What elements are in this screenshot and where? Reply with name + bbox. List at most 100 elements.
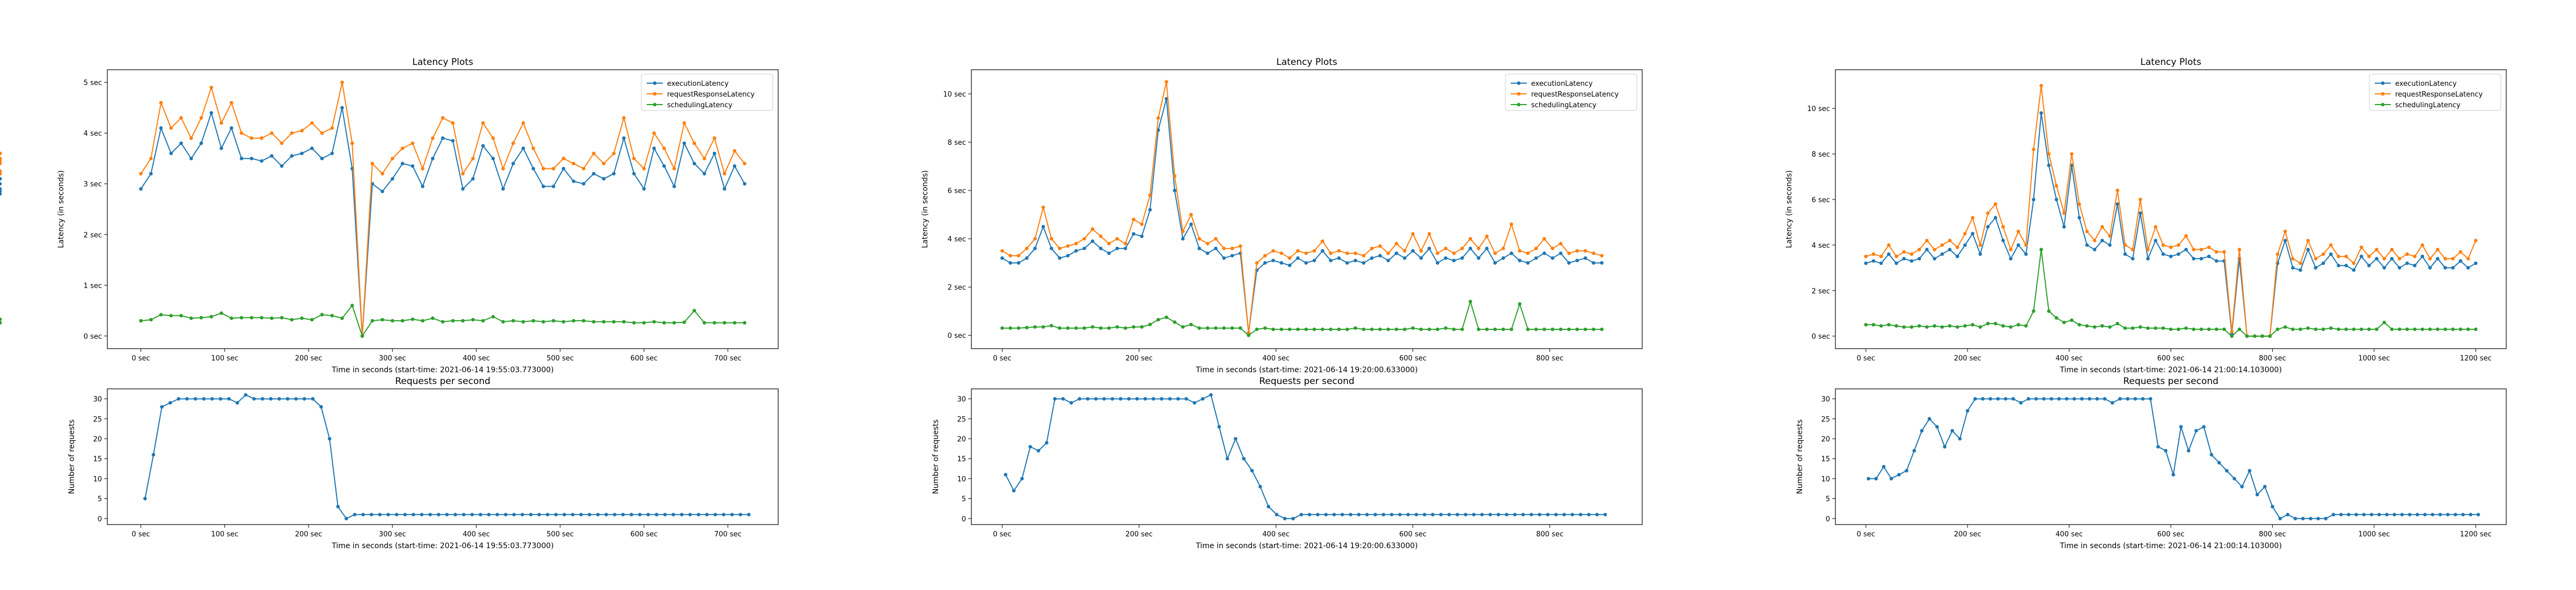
data-point	[1181, 325, 1185, 329]
data-point	[2428, 327, 2432, 331]
data-point	[632, 157, 636, 160]
data-point	[2306, 326, 2310, 330]
legend-marker	[1517, 92, 1521, 96]
data-point	[1986, 322, 1990, 326]
data-point	[2192, 248, 2196, 252]
requestResponseLatency-series-line	[1865, 85, 2477, 337]
data-point	[531, 167, 536, 171]
data-point	[511, 161, 515, 166]
data-point	[1542, 237, 1546, 241]
data-point	[2186, 449, 2191, 453]
data-point	[391, 319, 394, 323]
data-point	[2309, 517, 2312, 521]
data-point	[2367, 254, 2371, 259]
data-point	[1349, 513, 1352, 517]
data-point	[491, 315, 495, 319]
data-point	[672, 185, 676, 188]
data-point	[541, 185, 545, 188]
data-point	[1267, 505, 1270, 508]
data-point	[1082, 246, 1086, 250]
y-tick-label: 20	[93, 436, 102, 444]
data-point	[1000, 256, 1004, 260]
data-point	[1935, 425, 1939, 429]
data-point	[1971, 216, 1974, 220]
data-point	[1086, 397, 1090, 401]
y-tick-label: 8 sec	[1812, 151, 1830, 159]
data-point	[2390, 248, 2394, 252]
data-point	[1534, 246, 1538, 250]
data-point	[2092, 325, 2097, 329]
data-point	[1567, 327, 1571, 331]
data-point	[1312, 327, 1316, 331]
data-point	[2352, 261, 2356, 266]
data-point	[2116, 322, 2119, 326]
data-point	[2123, 252, 2127, 256]
data-point	[1436, 327, 1439, 331]
data-point	[428, 513, 432, 517]
data-point	[1271, 249, 1275, 253]
data-point	[2088, 397, 2091, 401]
data-point	[572, 319, 576, 323]
data-point	[2011, 397, 2015, 401]
data-point	[143, 497, 147, 500]
data-point	[2435, 327, 2440, 331]
data-point	[2123, 326, 2127, 330]
data-point	[1567, 261, 1571, 265]
data-point	[2001, 239, 2005, 242]
data-point	[1909, 325, 1914, 329]
data-point	[2291, 327, 2295, 331]
data-point	[1091, 325, 1095, 329]
data-point	[1956, 325, 1959, 329]
data-point	[2047, 164, 2051, 167]
data-point	[1436, 261, 1439, 265]
data-point	[350, 304, 354, 307]
data-point	[2161, 252, 2165, 256]
data-point	[2413, 263, 2417, 268]
chart-title: Latency Plots	[2140, 57, 2201, 68]
data-point	[1460, 246, 1464, 250]
data-point	[1918, 324, 1921, 328]
data-point	[1304, 251, 1308, 255]
data-point	[531, 319, 536, 323]
legend-marker	[653, 92, 657, 96]
x-axis-label: Time in seconds (start-time: 2021-06-14 …	[1195, 542, 1418, 550]
legend: executionLatency requestResponseLatency sc…	[641, 73, 773, 111]
data-point	[1291, 517, 1295, 521]
data-point	[2138, 325, 2142, 329]
data-point	[2337, 254, 2340, 259]
data-point	[1378, 244, 1382, 248]
data-point	[2385, 513, 2389, 517]
data-point	[2369, 513, 2374, 517]
y-tick-label: 25	[957, 416, 966, 424]
data-point	[2164, 449, 2168, 453]
data-point	[1329, 327, 1333, 331]
data-point	[546, 513, 550, 517]
data-point	[1403, 327, 1407, 331]
data-point	[2024, 243, 2028, 247]
data-point	[2299, 268, 2302, 272]
legend-box	[1505, 73, 1637, 111]
data-point	[1321, 327, 1324, 331]
data-point	[682, 320, 686, 324]
data-point	[662, 164, 666, 168]
data-point	[159, 126, 163, 130]
data-point	[481, 144, 485, 148]
data-point	[2405, 252, 2409, 256]
data-point	[2169, 254, 2173, 259]
data-point	[1016, 261, 1021, 265]
data-point	[481, 319, 485, 323]
data-point	[1501, 246, 1505, 250]
data-point	[2085, 243, 2089, 247]
data-point	[269, 397, 273, 401]
data-point	[632, 172, 636, 176]
data-point	[2176, 243, 2180, 247]
data-point	[2169, 245, 2173, 249]
data-point	[280, 316, 284, 320]
data-point	[1394, 327, 1399, 331]
data-point	[1049, 237, 1053, 241]
data-point	[1431, 513, 1435, 517]
data-point	[552, 319, 555, 323]
data-point	[1337, 256, 1341, 260]
data-point	[1439, 513, 1443, 517]
data-point	[692, 161, 697, 166]
